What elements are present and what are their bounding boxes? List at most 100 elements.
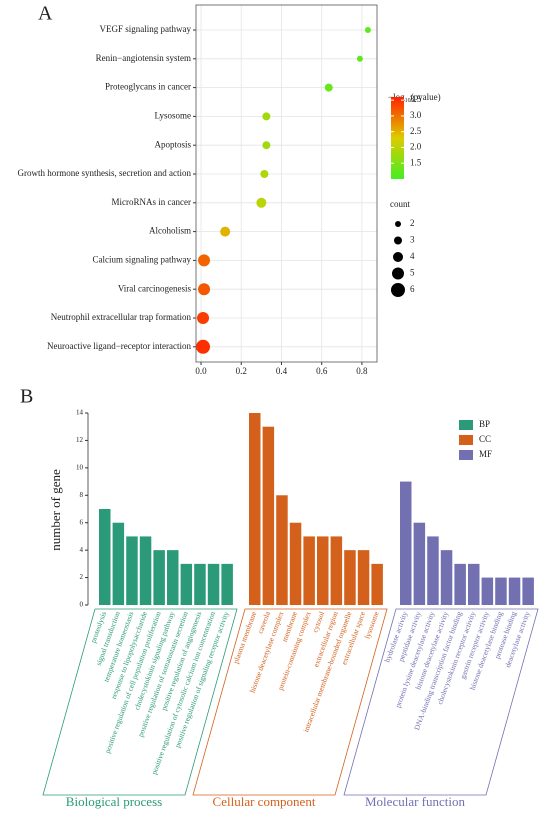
- group-label: Cellular component: [213, 794, 316, 809]
- bar: [495, 577, 507, 605]
- bar: [167, 550, 179, 605]
- y-tick-label: 2: [80, 573, 84, 581]
- group-box: [42, 608, 238, 796]
- y-tick-label: Proteoglycans in cancer: [105, 82, 191, 92]
- size-legend-dot: [393, 252, 403, 262]
- color-tick-label: 1.5: [410, 157, 422, 167]
- y-tick-label: Viral carcinogenesis: [118, 283, 192, 293]
- size-legend-label: 3: [410, 235, 415, 245]
- y-axis-label: number of gene: [48, 469, 63, 551]
- y-tick-label: MicroRNAs in cancer: [112, 197, 191, 207]
- size-legend-label: 6: [410, 284, 415, 294]
- bar: [357, 550, 370, 605]
- legend-swatch: [459, 450, 473, 460]
- bar: [468, 563, 480, 605]
- size-legend-dot: [392, 267, 404, 280]
- y-tick-label: 4: [80, 546, 84, 554]
- y-tick-label: Alcoholism: [149, 226, 191, 236]
- bar: [99, 509, 111, 605]
- bar: [400, 481, 412, 605]
- size-legend-dot: [394, 236, 402, 245]
- bar: [454, 563, 466, 605]
- bar: [276, 495, 288, 605]
- x-tick-label: 0.4: [276, 366, 288, 376]
- color-bar: [391, 97, 404, 179]
- color-tick-label: 3.0: [410, 110, 422, 120]
- bar: [289, 522, 302, 605]
- bar: [153, 550, 165, 605]
- panel-label: B: [20, 386, 33, 408]
- dot: [262, 112, 271, 121]
- y-tick-label: Renin−angiotensin system: [96, 53, 191, 63]
- bar: [139, 536, 152, 605]
- legend-label: BP: [479, 419, 490, 429]
- bar: [180, 563, 193, 605]
- dot: [198, 283, 211, 296]
- bar: [413, 522, 426, 605]
- y-tick-label: 8: [80, 491, 84, 499]
- bar: [371, 563, 383, 605]
- color-tick-label: 2.0: [410, 142, 422, 152]
- y-tick-label: 14: [76, 409, 84, 417]
- y-tick-label: Growth hormone synthesis, secretion and …: [18, 168, 192, 178]
- legend-swatch: [459, 420, 473, 430]
- color-tick-label: 2.5: [410, 126, 422, 136]
- y-tick-label: 6: [80, 518, 84, 526]
- dot: [356, 55, 363, 62]
- color-tick-label: 3.5: [410, 94, 422, 104]
- bar: [112, 522, 125, 605]
- bar: [330, 536, 343, 605]
- bar: [317, 536, 329, 605]
- plot-area: [196, 5, 377, 362]
- y-tick-label: Neutrophil extracellular trap formation: [51, 312, 192, 322]
- group-box: [192, 608, 388, 796]
- size-legend-label: 5: [410, 268, 415, 278]
- panel-label: A: [38, 3, 53, 25]
- bar: [440, 550, 453, 605]
- bar: [221, 563, 233, 605]
- bar: [481, 577, 494, 605]
- y-tick-label: 10: [76, 463, 84, 471]
- bar: [249, 413, 261, 605]
- legend-title-part: (pvalue): [411, 92, 441, 102]
- dot: [197, 312, 210, 324]
- x-tick-label: 0.8: [356, 366, 368, 376]
- x-tick-label: plasma membrane: [231, 610, 258, 665]
- x-tick-label: 0.2: [236, 366, 247, 376]
- x-tick-label: 0.0: [195, 366, 207, 376]
- dot: [324, 83, 333, 92]
- bar: [126, 536, 138, 605]
- x-tick-label: 0.6: [316, 366, 328, 376]
- bar: [427, 536, 439, 605]
- size-legend-dot: [395, 221, 401, 227]
- bar: [262, 426, 275, 605]
- bar: [344, 550, 356, 605]
- bar: [207, 563, 220, 605]
- dot: [260, 170, 269, 178]
- bar: [303, 536, 315, 605]
- bar: [522, 577, 534, 605]
- group-label: Biological process: [66, 794, 162, 809]
- dot: [196, 339, 211, 354]
- y-tick-label: 12: [76, 436, 84, 444]
- size-legend-label: 2: [410, 218, 415, 228]
- dot: [256, 197, 267, 208]
- dot: [364, 27, 371, 33]
- size-legend-dot: [391, 283, 405, 297]
- group-box: [343, 608, 539, 796]
- y-tick-label: Lysosome: [154, 110, 191, 120]
- dot: [198, 254, 211, 267]
- y-tick-label: VEGF signaling pathway: [100, 24, 192, 34]
- y-tick-label: Calcium signaling pathway: [93, 254, 192, 264]
- dot: [220, 226, 231, 237]
- bar: [194, 563, 206, 605]
- legend-swatch: [459, 435, 473, 445]
- y-tick-label: 0: [80, 601, 84, 609]
- dot: [262, 141, 271, 150]
- plot-border: [195, 4, 378, 363]
- bar: [508, 577, 521, 605]
- y-tick-label: Neuroactive ligand−receptor interaction: [47, 341, 192, 351]
- size-legend-label: 4: [410, 251, 415, 261]
